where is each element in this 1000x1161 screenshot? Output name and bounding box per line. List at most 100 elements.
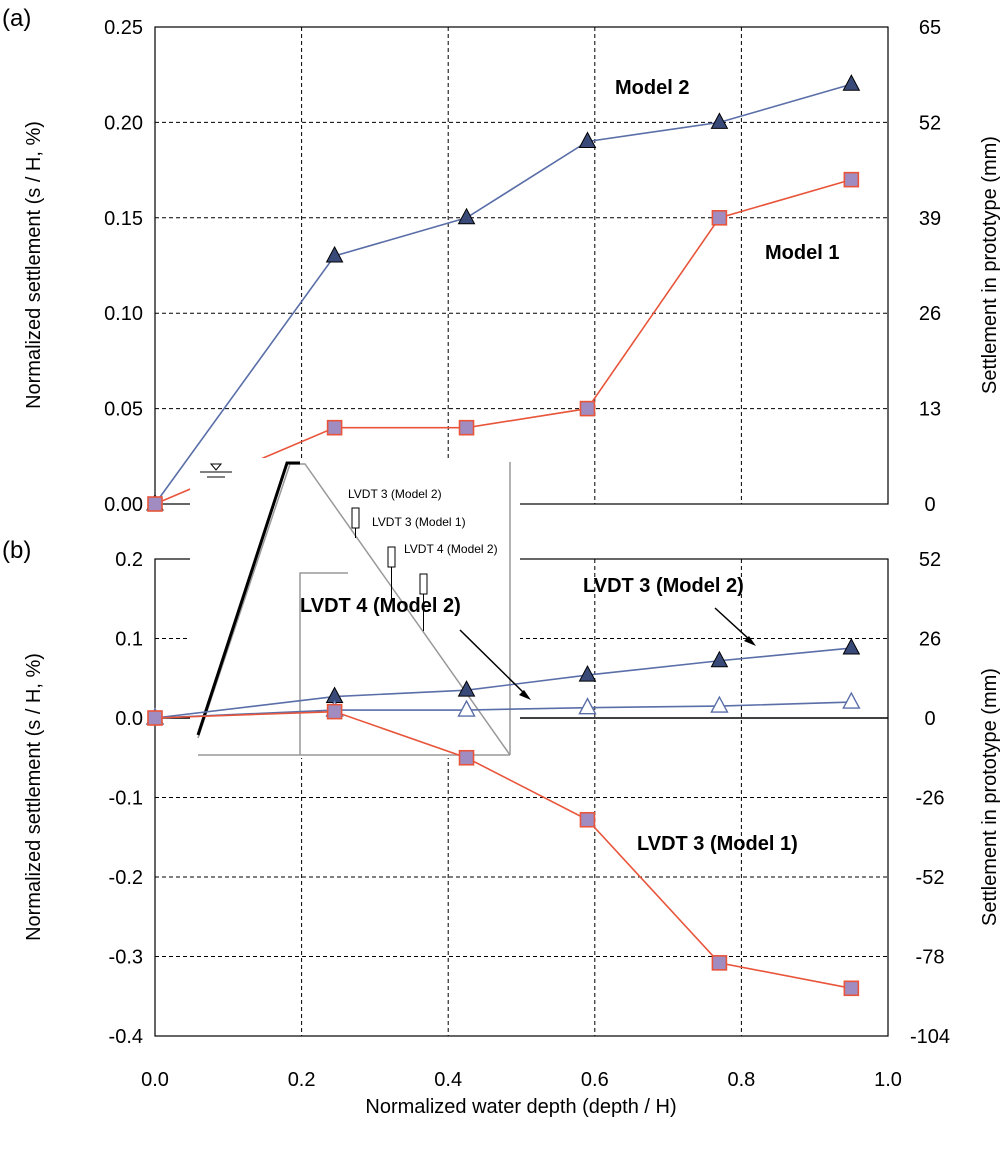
series-line [154,701,852,719]
data-point-open-triangle [457,699,476,717]
y2-tick-label: 26 [919,303,941,325]
inset-core [299,572,348,755]
arrow-lvdt4-model2 [459,629,526,695]
x-tick-label: 0.0 [141,1069,169,1091]
y-tick-label: -0.4 [109,1026,143,1048]
panel-b-y-ticks: -0.4 -0.3 -0.2 -0.1 0.0 0.1 0.2 [109,549,143,1048]
data-point-square [711,210,728,226]
data-point-triangle [842,74,861,91]
y-tick-label: -0.2 [109,867,143,889]
data-point-square [326,703,343,720]
y-tick-label: 0.25 [104,17,143,39]
data-point-square [326,419,343,436]
x-axis-title: Normalized water depth (depth / H) [365,1096,676,1118]
arrow-lvdt3-model2 [714,607,751,641]
data-point-triangle [710,650,729,668]
y-tick-label: -0.3 [109,947,143,969]
panel-b-y-axis-title: Normalized settlement (s / H, %) [23,653,45,941]
y-tick-label: 0.05 [104,399,143,421]
series-line [154,647,852,719]
data-point-triangle [578,665,597,682]
y2-tick-label: -52 [916,867,945,889]
y-tick-label: -0.1 [109,788,143,810]
inset-lvdt3-model2-sensor [351,507,360,529]
panel-b-series [145,637,861,997]
y2-tick-label: 39 [919,208,941,230]
panel-a: (a) 0.00 0.05 0.10 0.15 0.20 0.25 0 13 26 39 52 65… [2,5,1000,516]
data-point-square [147,496,163,512]
y2-tick-label: 52 [919,112,941,134]
x-tick-label: 0.4 [434,1069,462,1091]
panel-a-series [146,74,861,512]
panel-a-y-ticks: 0.00 0.05 0.10 0.15 0.20 0.25 [104,17,143,516]
label-lvdt3-model1: LVDT 3 (Model 1) [637,833,798,855]
data-point-open-triangle [710,695,729,713]
label-model-1: Model 1 [765,242,839,264]
data-point-triangle [457,680,476,697]
panel-b-x-ticks: 0.0 0.2 0.4 0.6 0.8 1.0 [141,1069,902,1091]
label-lvdt3-model2: LVDT 3 (Model 2) [583,575,744,597]
panel-a-y2-axis-title: Settlement in prototype (mm) [979,136,1000,394]
data-point-square [711,955,728,971]
data-point-square [843,171,860,188]
data-point-square [458,749,475,766]
series-line [154,83,852,505]
arrow-lvdt4-model2-head [519,690,531,700]
y2-tick-label: -26 [916,788,945,810]
y-tick-label: 0.1 [115,629,143,651]
y2-tick-label: 0 [924,494,935,516]
data-point-open-triangle [842,691,861,709]
data-point-square [147,710,163,726]
x-tick-label: 0.6 [581,1069,609,1091]
inset-upstream-face [196,461,300,736]
data-point-triangle [578,131,597,148]
series-line [154,178,852,505]
y-tick-label: 0.15 [104,208,143,230]
label-lvdt4-model2: LVDT 4 (Model 2) [300,595,461,617]
panel-a-y-axis-title: Normalized settlement (s / H, %) [23,121,45,409]
y2-tick-label: 52 [919,549,941,571]
label-model-2: Model 2 [615,77,689,99]
data-point-triangle [325,245,344,263]
inset-water-level-icon [209,463,223,471]
panel-b-y2-axis-title: Settlement in prototype (mm) [979,668,1000,926]
data-point-square [843,980,860,997]
data-point-square [579,811,596,828]
y2-tick-label: 26 [919,629,941,651]
inset-label-lvdt3-model2: LVDT 3 (Model 2) [348,487,442,501]
y-tick-label: 0.00 [104,494,143,516]
data-point-open-triangle [578,697,597,715]
panel-a-y2-ticks: 0 13 26 39 52 65 [919,17,941,516]
x-tick-label: 0.8 [727,1069,755,1091]
series-line [154,710,852,990]
y-tick-label: 0.20 [104,112,143,134]
inset-label-lvdt4-model2: LVDT 4 (Model 2) [404,542,498,556]
panel-a-plot-frame [154,26,889,505]
data-point-square [458,419,475,436]
x-tick-label: 0.2 [288,1069,316,1091]
data-point-triangle [710,112,729,129]
panel-a-grid [155,27,888,504]
data-point-triangle [457,207,476,225]
y-tick-label: 0.0 [115,708,143,730]
panel-a-label: (a) [2,5,31,32]
inset-lvdt4-model2-sensor [419,573,428,595]
inset-label-lvdt3-model1: LVDT 3 (Model 1) [372,515,466,529]
x-tick-label: 1.0 [874,1069,902,1091]
y-tick-label: 0.2 [115,549,143,571]
panel-b-label: (b) [2,537,31,564]
inset-lvdt3-model1-sensor [387,546,396,568]
y2-tick-label: 13 [919,399,941,421]
panel-b-plot-frame [154,558,889,1037]
data-point-triangle [842,637,861,655]
panel-b-y2-ticks: -104 -78 -52 -26 0 26 52 [910,549,950,1048]
y2-tick-label: 65 [919,17,941,39]
y2-tick-label: 0 [924,708,935,730]
data-point-square [579,400,596,417]
y-tick-label: 0.10 [104,303,143,325]
panel-b: (b) -0.4 -0.3 -0.2 -0.1 0.0 0.1 0.2 -104 -78 -52… [2,458,1000,1118]
y2-tick-label: -104 [910,1026,950,1048]
y2-tick-label: -78 [916,947,945,969]
arrow-lvdt3-model2-head [744,636,756,646]
